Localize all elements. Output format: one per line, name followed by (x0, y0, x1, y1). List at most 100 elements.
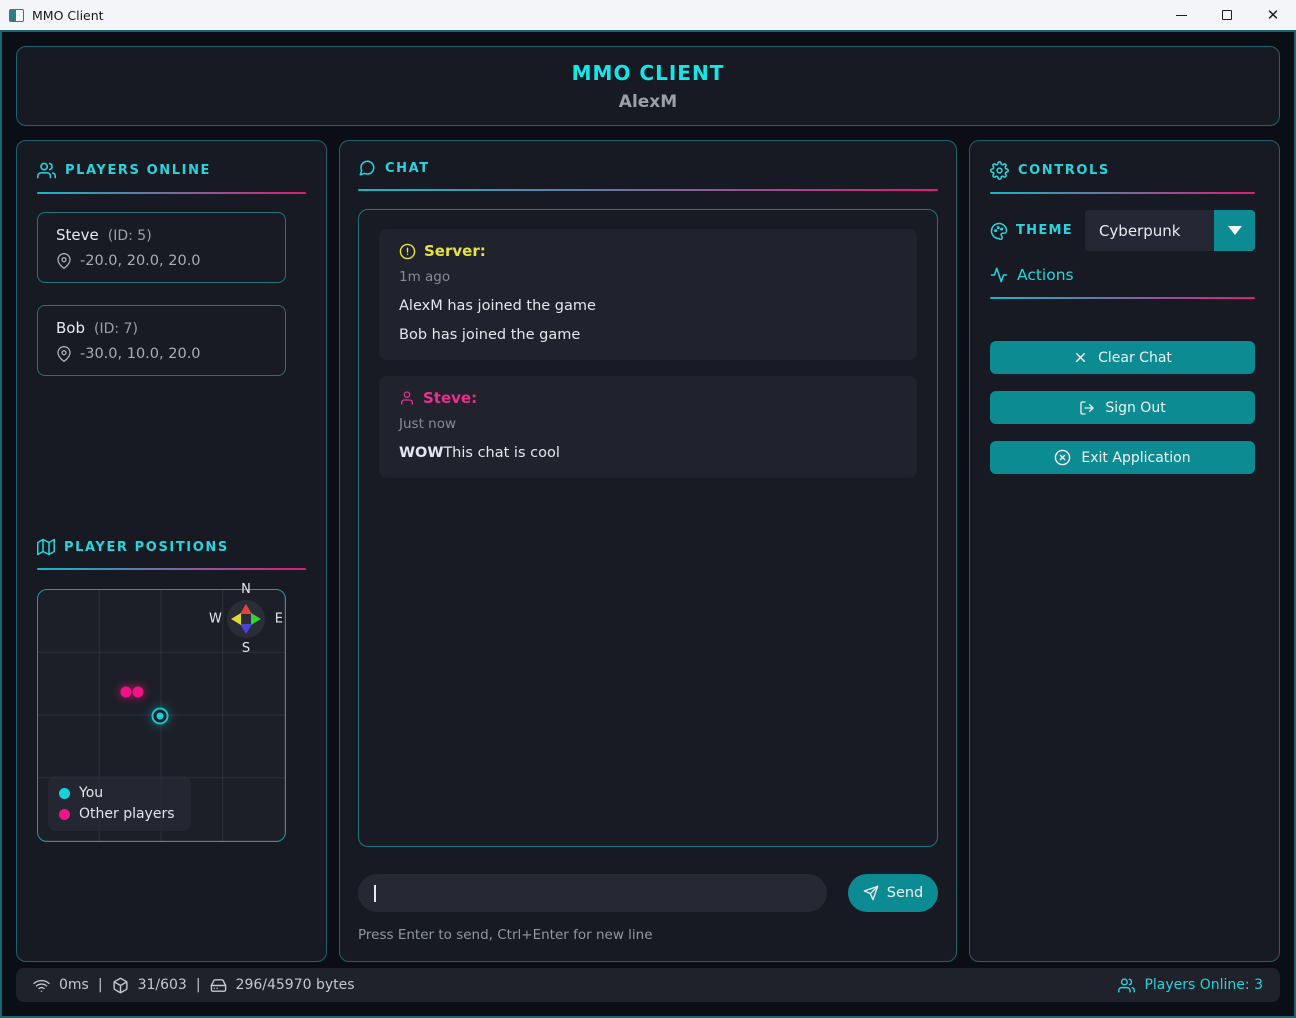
maximize-button[interactable] (1204, 0, 1250, 30)
header-panel: MMO CLIENT AlexM (16, 46, 1280, 126)
chat-hint: Press Enter to send, Ctrl+Enter for new … (358, 927, 653, 943)
username-display: AlexM (618, 91, 678, 112)
text-caret (374, 884, 376, 902)
players-online-count: Players Online: 3 (1144, 977, 1263, 993)
player-name: Steve (56, 226, 99, 244)
divider (358, 189, 938, 191)
sign-out-button[interactable]: Sign Out (990, 391, 1255, 424)
app-icon (9, 8, 24, 22)
minimize-icon (1175, 14, 1187, 16)
page-title: MMO CLIENT (571, 60, 725, 85)
message-text: Bob has joined the game (399, 327, 581, 343)
x-icon (1073, 350, 1088, 365)
legend-label-others: Other players (79, 806, 175, 822)
x-circle-icon (1054, 449, 1071, 466)
map-dot-other (120, 686, 132, 698)
status-bar: 0ms | 31/603 | 296/45970 bytes Players O… (16, 968, 1280, 1002)
log-out-icon (1079, 400, 1095, 416)
players-online-title: PLAYERS ONLINE (65, 163, 212, 178)
compass-south-arrow-icon (240, 624, 252, 634)
legend-row-others: Other players (59, 806, 175, 822)
chat-panel: CHAT Server: 1m ago AlexM has joined the… (339, 140, 957, 962)
separator: | (195, 977, 201, 993)
hard-drive-icon (210, 977, 227, 994)
players-panel: PLAYERS ONLINE Steve (ID: 5) -20.0, 20.0… (16, 140, 327, 962)
chat-message-steve: Steve: Just now WOWThis chat is cool (379, 376, 917, 478)
activity-icon (990, 266, 1008, 284)
player-name: Bob (56, 319, 85, 337)
users-icon (37, 161, 56, 180)
controls-title: CONTROLS (1018, 163, 1110, 178)
gear-icon (990, 161, 1009, 180)
window-controls: ✕ (1158, 0, 1296, 30)
send-icon (863, 885, 879, 901)
packets-value: 31/603 (137, 977, 187, 993)
player-id: (ID: 5) (107, 228, 152, 244)
actions-title: Actions (1017, 266, 1074, 284)
message-text: AlexM has joined the game (399, 298, 596, 314)
user-icon (399, 390, 415, 406)
message-sender: Server: (424, 242, 486, 260)
map-dot-other (132, 686, 144, 698)
divider (990, 192, 1255, 194)
controls-header: CONTROLS (990, 161, 1255, 180)
wifi-icon (33, 977, 50, 994)
compass-north-label: N (241, 582, 251, 597)
sign-out-label: Sign Out (1105, 399, 1166, 416)
connection-stats: 0ms | 31/603 | 296/45970 bytes (33, 977, 355, 994)
clear-chat-label: Clear Chat (1098, 349, 1172, 366)
send-button-label: Send (886, 885, 924, 901)
app-body: MMO CLIENT AlexM PLAYERS ONLINE Steve (I… (0, 30, 1296, 1018)
map-pin-icon (56, 346, 72, 362)
chat-header: CHAT (358, 159, 938, 177)
compass-west-arrow-icon (231, 613, 241, 625)
compass: N S W E (209, 582, 283, 656)
map-dot-you (153, 709, 167, 723)
exit-application-label: Exit Application (1081, 449, 1191, 466)
compass-rose (227, 600, 265, 638)
compass-south-label: S (241, 641, 251, 656)
compass-east-label: E (274, 611, 283, 627)
window-title: MMO Client (32, 7, 104, 23)
actions-header: Actions (990, 266, 1255, 284)
theme-select[interactable]: Cyberpunk (1084, 210, 1255, 251)
chat-bubble-icon (358, 159, 376, 177)
player-card-steve[interactable]: Steve (ID: 5) -20.0, 20.0, 20.0 (37, 212, 286, 283)
exit-application-button[interactable]: Exit Application (990, 441, 1255, 474)
message-timestamp: 1m ago (399, 269, 451, 285)
chat-input[interactable] (358, 874, 827, 912)
player-id: (ID: 7) (94, 321, 138, 337)
close-icon: ✕ (1266, 6, 1280, 24)
minimize-button[interactable] (1158, 0, 1204, 30)
player-position: -30.0, 10.0, 20.0 (80, 346, 201, 362)
alert-circle-icon (399, 243, 416, 260)
bytes-value: 296/45970 bytes (235, 977, 355, 993)
map-canvas[interactable]: N S W E You (37, 582, 286, 842)
clear-chat-button[interactable]: Clear Chat (990, 341, 1255, 374)
separator: | (97, 977, 103, 993)
player-card-bob[interactable]: Bob (ID: 7) -30.0, 10.0, 20.0 (37, 305, 286, 376)
chat-message-server: Server: 1m ago AlexM has joined the game… (379, 229, 917, 360)
divider (990, 297, 1255, 299)
map-icon (37, 538, 55, 556)
player-positions-header: PLAYER POSITIONS (37, 538, 306, 556)
other-players-dot-icon (59, 808, 70, 820)
message-timestamp: Just now (399, 416, 457, 432)
theme-row: THEME Cyberpunk (990, 210, 1255, 251)
dropdown-arrow-button[interactable] (1214, 210, 1255, 251)
message-sender: Steve: (423, 389, 478, 407)
you-dot-icon (59, 787, 70, 799)
message-plain-text: This chat is cool (443, 445, 560, 461)
player-position: -20.0, 20.0, 20.0 (80, 253, 201, 269)
message-bold-text: WOW (399, 445, 444, 461)
controls-panel: CONTROLS THEME Cyberpunk (969, 140, 1280, 962)
package-icon (112, 977, 129, 994)
players-online-status: Players Online: 3 (1118, 977, 1263, 994)
users-icon (1118, 977, 1136, 994)
send-button[interactable]: Send (848, 874, 938, 912)
close-button[interactable]: ✕ (1250, 0, 1296, 30)
chat-message-list[interactable]: Server: 1m ago AlexM has joined the game… (358, 209, 938, 847)
title-bar: MMO Client ✕ (0, 0, 1296, 30)
message-text: WOWThis chat is cool (399, 445, 897, 461)
chevron-down-icon (1227, 226, 1242, 235)
